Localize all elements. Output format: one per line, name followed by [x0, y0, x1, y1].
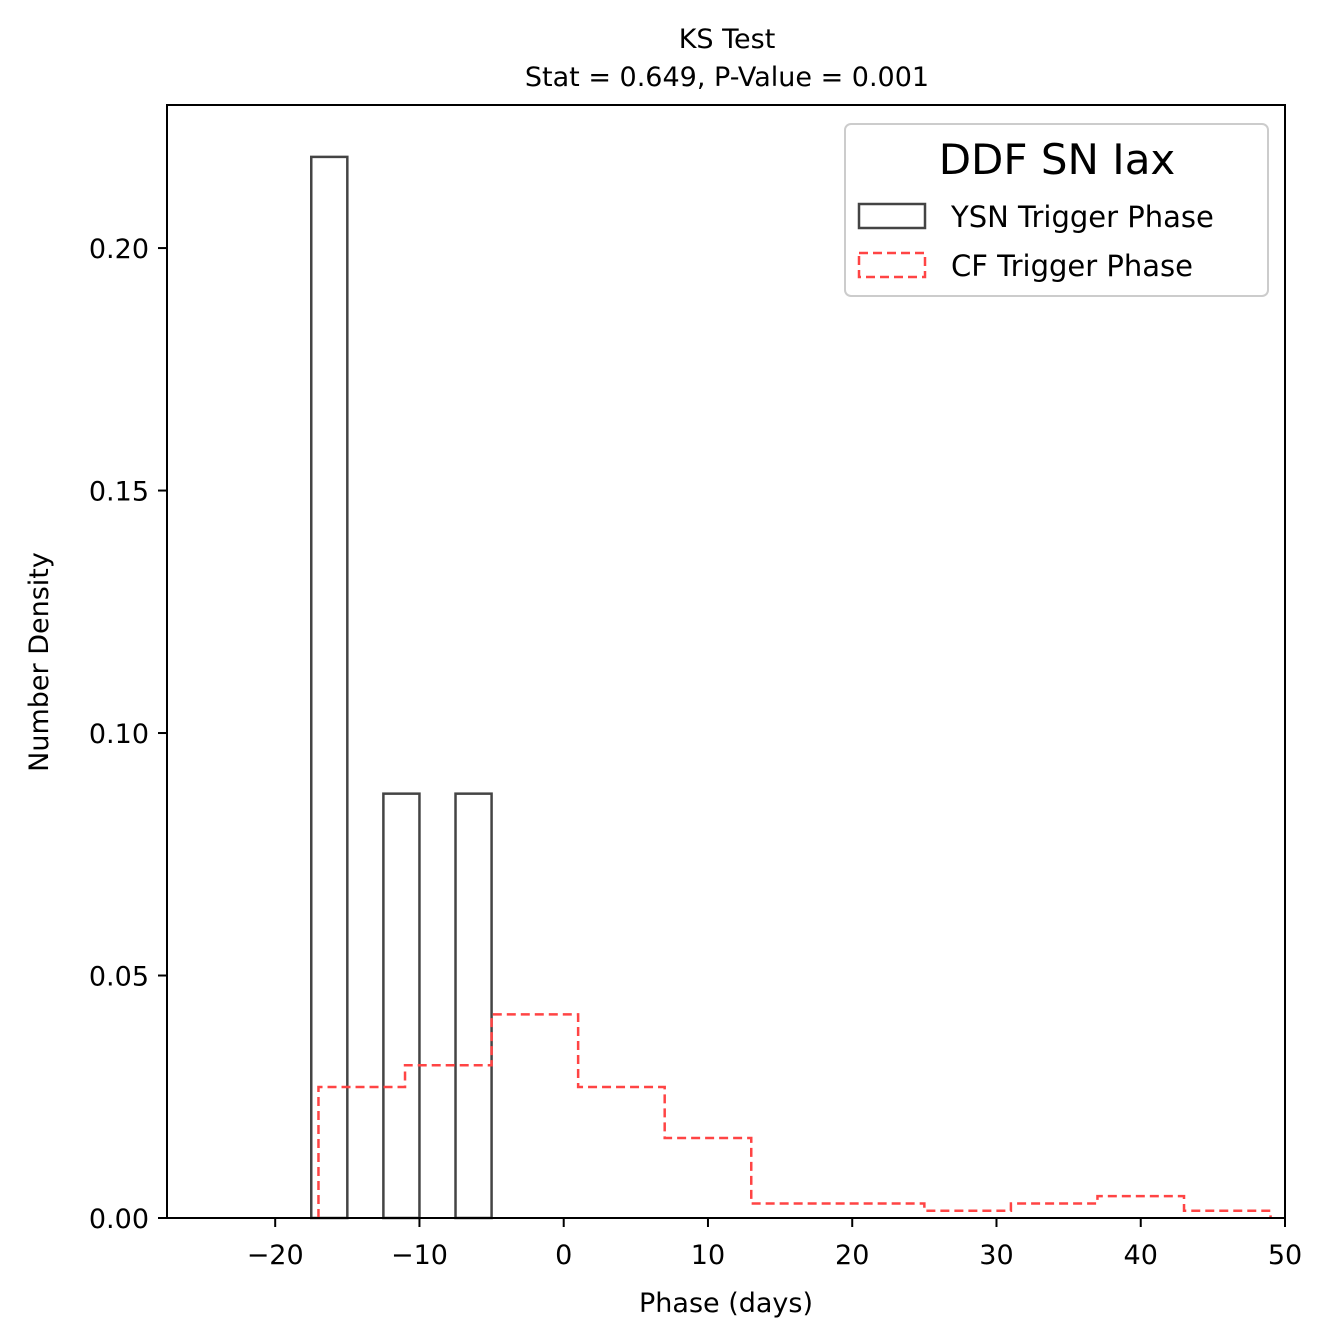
- axes-frame: [166, 104, 1286, 1219]
- y-axis-label: Number Density: [24, 552, 55, 772]
- ysn-bar-2: [454, 792, 493, 1220]
- legend-label-cf: CF Trigger Phase: [951, 249, 1193, 283]
- legend-title: DDF SN Iax: [939, 135, 1176, 184]
- y-tick-label: 0.10: [89, 719, 149, 750]
- ysn-bar-1: [382, 792, 421, 1220]
- y-tick-label: 0.20: [89, 234, 149, 265]
- chart-title: KS Test: [679, 24, 776, 55]
- x-tick-label: 10: [691, 1240, 725, 1271]
- y-axis: 0.00 0.05 0.10 0.15 0.20: [89, 234, 167, 1235]
- x-tick-label: −10: [391, 1240, 448, 1271]
- y-tick-label: 0.15: [89, 477, 149, 508]
- plot-area: [310, 155, 1272, 1220]
- legend-box: [844, 123, 1269, 297]
- x-tick-label: 30: [979, 1240, 1013, 1271]
- legend: DDF SN Iax YSN Trigger Phase CF Trigger …: [844, 123, 1269, 297]
- chart-subtitle: Stat = 0.649, P-Value = 0.001: [525, 62, 929, 93]
- x-tick-label: 0: [555, 1240, 572, 1271]
- y-tick-label: 0.00: [89, 1204, 149, 1235]
- x-axis-label: Phase (days): [639, 1288, 813, 1319]
- legend-swatch-cf: [857, 251, 927, 279]
- cf-step-line: [317, 1013, 1272, 1218]
- x-tick-label: 40: [1124, 1240, 1158, 1271]
- x-tick-label: 50: [1268, 1240, 1302, 1271]
- ysn-bar-0: [310, 155, 349, 1220]
- x-tick-label: 20: [835, 1240, 869, 1271]
- x-axis: −20 −10 0 10 20 30 40 50: [247, 1218, 1302, 1271]
- x-tick-label: −20: [247, 1240, 304, 1271]
- y-tick-label: 0.05: [89, 962, 149, 993]
- legend-label-ysn: YSN Trigger Phase: [950, 200, 1214, 234]
- legend-swatch-ysn: [857, 202, 927, 230]
